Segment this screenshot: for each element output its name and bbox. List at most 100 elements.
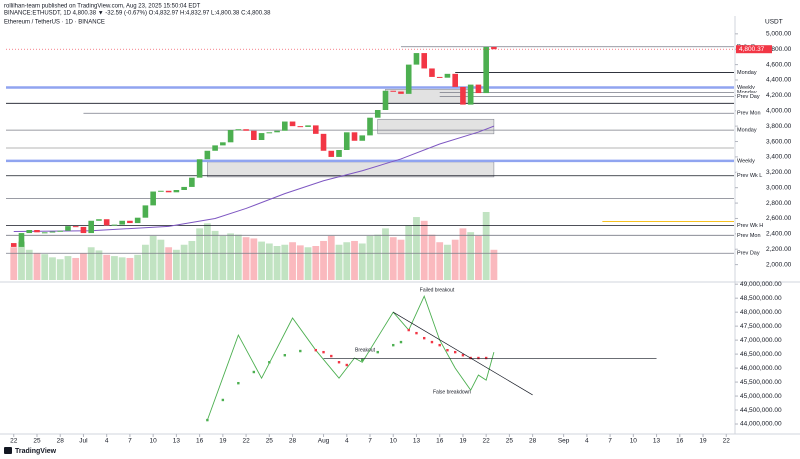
y-tick-label: 2,200.00	[766, 246, 792, 253]
volume-bar	[18, 241, 25, 280]
volume-bar	[335, 244, 343, 280]
candle-body	[173, 190, 180, 193]
volume-bar	[265, 243, 273, 280]
volume-bar	[118, 257, 126, 280]
y-tick-label: 44,000,000.00	[740, 421, 782, 428]
candle-body	[444, 73, 451, 78]
volume-bar	[56, 259, 64, 280]
candle-body	[243, 129, 249, 131]
level-label-bg	[736, 221, 762, 229]
x-tick-label: Sep	[558, 438, 570, 445]
volume-bar	[10, 247, 18, 280]
y-tick-label: 4,000.00	[766, 107, 792, 114]
header-line: BINANCE:ETHUSDT, 1D 4,800.38 ▼ -32.59 (-…	[4, 11, 271, 17]
volume-bar	[227, 233, 234, 280]
level-label-bg	[736, 88, 762, 96]
volume-bar	[374, 234, 382, 280]
candle-body	[467, 84, 474, 105]
candle-body	[111, 224, 118, 226]
y-tick-label: 3,200.00	[766, 169, 792, 176]
signal-dot	[237, 381, 240, 385]
candle-body	[421, 53, 428, 69]
level-label: Weekly	[737, 158, 755, 164]
level-label-bg	[736, 83, 762, 91]
volume-bar	[451, 239, 459, 280]
x-tick-label: Aug	[318, 438, 330, 445]
x-tick-label: 4	[585, 438, 589, 445]
x-tick-label: 22	[483, 438, 491, 445]
moving-average	[13, 125, 495, 233]
candle-body	[351, 132, 358, 141]
volume-bar	[72, 257, 80, 280]
level-label-bg	[736, 157, 762, 165]
volume-bar	[219, 235, 227, 280]
volume-bar	[320, 240, 327, 280]
volume-bar	[41, 254, 49, 280]
candle-body	[57, 230, 64, 232]
volume-bar	[111, 256, 118, 280]
candle-body	[18, 233, 25, 247]
candle-body	[235, 129, 242, 131]
x-tick-label: 25	[33, 438, 41, 445]
volume-bar	[80, 253, 87, 280]
level-label: Weekly	[737, 85, 755, 91]
y-tick-label: 3,600.00	[766, 138, 792, 145]
volume-bar	[203, 223, 211, 280]
candle-body	[266, 132, 273, 134]
candle-body	[227, 130, 234, 143]
level-label-bg	[736, 92, 762, 100]
candle-body	[305, 125, 311, 127]
volume-bar	[428, 234, 436, 280]
candle-body	[491, 46, 497, 50]
volume-bar	[289, 242, 296, 280]
signal-dot	[399, 340, 403, 344]
y-tick-label: 44,500,000.00	[740, 407, 782, 414]
candle-body	[119, 220, 125, 225]
x-tick-label: 7	[128, 438, 132, 445]
signal-dot	[322, 350, 325, 354]
level-label: Prev Mon	[737, 233, 761, 239]
candle-body	[72, 226, 79, 228]
candle-body	[134, 217, 141, 224]
volume-bar	[149, 235, 157, 280]
x-tick-label: 19	[459, 438, 467, 445]
signal-dot	[438, 343, 441, 347]
y-tick-label: 2,000.00	[766, 261, 792, 268]
volume-bar	[475, 235, 482, 280]
volume-bar	[165, 247, 173, 280]
x-tick-label: 13	[413, 438, 421, 445]
candle-body	[398, 91, 404, 94]
volume-bar	[467, 232, 475, 280]
volume-bar	[304, 247, 312, 280]
volume-bar	[296, 245, 304, 280]
x-tick-label: 19	[699, 438, 707, 445]
candle-body	[460, 86, 466, 105]
y-tick-label: 48,500,000.00	[740, 295, 782, 302]
y-tick-label: 2,400.00	[766, 231, 792, 238]
x-tick-label: 25	[506, 438, 514, 445]
volume-bar	[64, 256, 72, 280]
volume-bar	[327, 235, 335, 280]
candle-body	[220, 142, 226, 146]
signal-dot	[345, 363, 348, 367]
volume-bar	[273, 246, 281, 280]
volume-bar	[211, 230, 219, 280]
volume-bar	[103, 254, 111, 280]
candle-body	[328, 150, 335, 157]
x-tick-label: 10	[630, 438, 638, 445]
level-label-bg	[736, 231, 762, 239]
level-label-bg	[736, 109, 762, 117]
x-tick-label: 28	[57, 438, 65, 445]
candle-body	[165, 190, 172, 193]
zone	[207, 161, 495, 178]
level-label-bg	[736, 172, 762, 180]
x-tick-label: 4	[345, 438, 349, 445]
volume-bar	[343, 242, 351, 280]
zone	[377, 118, 495, 135]
volume-bar	[397, 239, 405, 280]
candle-body	[297, 126, 304, 128]
signal-dot	[361, 358, 364, 362]
axis-unit: USDT	[765, 19, 783, 26]
volume-bar	[389, 237, 397, 280]
level-label-bg	[736, 69, 762, 77]
